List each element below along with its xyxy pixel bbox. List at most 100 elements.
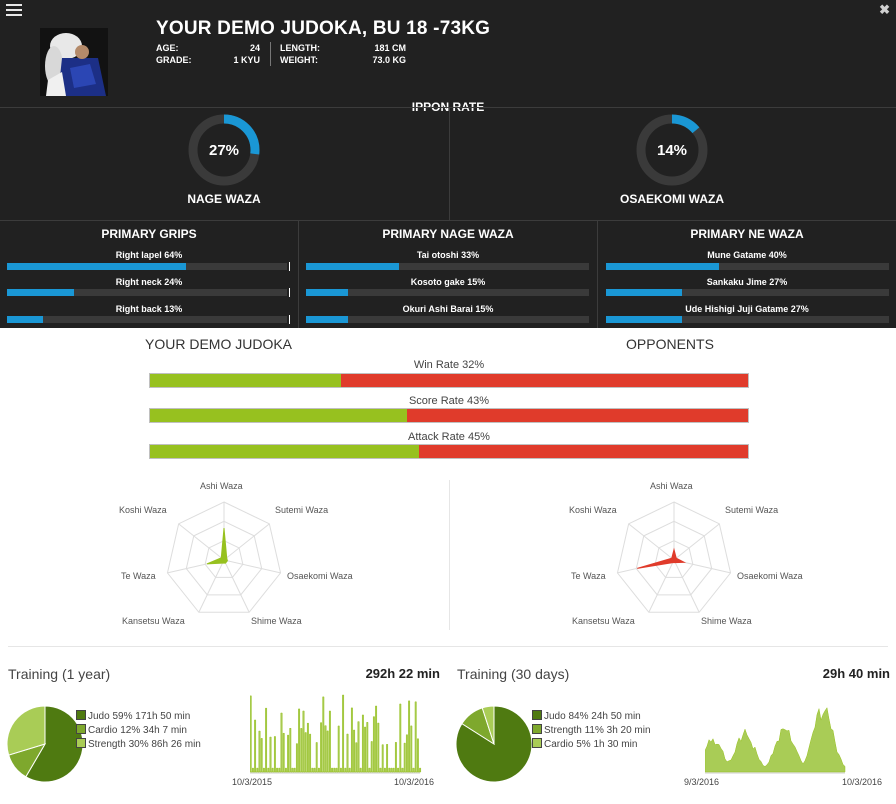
radar-spoke [648, 559, 675, 613]
osaekomi-waza-label: OSAEKOMI WAZA [620, 192, 724, 206]
pie-slice [481, 705, 495, 745]
ne-waza-bar [606, 263, 889, 270]
radar-axis-label: Ashi Waza [200, 481, 243, 491]
radar-axis-label: Koshi Waza [119, 505, 167, 515]
grade-label: GRADE: [156, 55, 192, 65]
divider [449, 107, 450, 220]
attack-rate-label: Attack Rate 45% [408, 431, 490, 443]
radar-axis-label: Osaekomi Waza [737, 571, 803, 581]
radar-axis-label: Kansetsu Waza [572, 616, 635, 626]
avatar [40, 28, 108, 96]
ne-waza-item-label: Sankaku Jime 27% [706, 277, 788, 287]
date-start: 9/3/2016 [684, 777, 720, 787]
radar-spoke [178, 523, 225, 561]
activity-area [250, 694, 422, 773]
radar-axis-label: Sutemi Waza [725, 505, 779, 515]
training-month-title: Training (30 days) [457, 666, 570, 682]
legend-item: Judo 59% 171h 50 min [76, 710, 190, 722]
weight-value: 73.0 KG [372, 55, 406, 65]
training-year-pie [6, 705, 84, 783]
primary-nage-waza-title: PRIMARY NAGE WAZA [382, 227, 514, 241]
legend-swatch [76, 738, 86, 748]
divider [449, 480, 450, 630]
radar-grid-ring [616, 501, 732, 613]
hamburger-menu-icon[interactable] [6, 4, 22, 17]
radar-axis-label: Ashi Waza [650, 481, 693, 491]
training-year-activity-chart [250, 694, 422, 774]
radar-grid-ring [635, 520, 713, 596]
ne-waza-item-label: Ude Hishigi Juji Gatame 27% [685, 304, 809, 314]
legend-label: Judo 59% 171h 50 min [88, 711, 191, 722]
age-label: AGE: [156, 43, 179, 53]
donut-arc [636, 114, 708, 186]
nage-waza-bar-fill [306, 316, 349, 323]
radar-spoke [223, 559, 281, 574]
grip-bar-fill [7, 263, 187, 270]
radar-axis-label: Shime Waza [251, 616, 302, 626]
nage-waza-item-label: Okuri Ashi Barai 15% [402, 304, 494, 314]
nage-waza-bar [306, 263, 589, 270]
training-month-total: 29h 40 min [822, 666, 890, 681]
legend-label: Cardio 12% 34h 7 min [88, 725, 187, 736]
ne-waza-bar-fill [606, 263, 720, 270]
legend-label: Cardio 5% 1h 30 min [544, 739, 638, 750]
legend-swatch [76, 724, 86, 734]
date-end: 10/3/2016 [842, 777, 883, 787]
close-icon[interactable]: ✖ [879, 2, 890, 17]
legend-item: Judo 84% 24h 50 min [532, 710, 641, 722]
ne-waza-bar-fill [606, 316, 683, 323]
score-rate-fill [150, 409, 408, 422]
score-rate-label: Score Rate 43% [408, 395, 490, 407]
tick-mark [289, 288, 290, 297]
ne-waza-bar [606, 316, 889, 323]
primary-grips-title: PRIMARY GRIPS [101, 227, 197, 241]
grip-label: Right neck 24% [115, 277, 183, 287]
divider [0, 107, 896, 108]
date-end: 10/3/2016 [394, 777, 435, 787]
training-month-pie [455, 705, 533, 783]
length-value: 181 CM [374, 43, 406, 53]
profile-header [0, 0, 896, 328]
grip-label: Right lapel 64% [115, 250, 183, 260]
divider [0, 220, 896, 221]
opponent-technique-radar [616, 501, 732, 613]
legend-swatch [532, 724, 542, 734]
activity-area [705, 707, 846, 773]
radar-axis-label: Sutemi Waza [275, 505, 329, 515]
radar-axis-label: Koshi Waza [569, 505, 617, 515]
radar-data-area [206, 528, 228, 565]
radar-grid-ring [185, 520, 263, 596]
nage-waza-bar [306, 289, 589, 296]
training-year-title: Training (1 year) [8, 666, 111, 682]
divider [597, 220, 598, 328]
score-rate-bar [149, 408, 749, 423]
date-start: 10/3/2015 [232, 777, 273, 787]
radar-spoke [673, 523, 720, 561]
osaekomi-waza-percent: 14% [656, 142, 688, 159]
legend-swatch [532, 738, 542, 748]
ne-waza-bar-fill [606, 289, 683, 296]
grade-value: 1 KYU [233, 55, 260, 65]
radar-spoke [198, 559, 225, 613]
legend-item: Strength 30% 86h 26 min [76, 738, 201, 750]
radar-grid-ring [654, 540, 694, 578]
grip-bar [7, 316, 287, 323]
legend-swatch [76, 710, 86, 720]
legend-item: Cardio 12% 34h 7 min [76, 724, 187, 736]
radar-spoke [223, 559, 250, 613]
legend-item: Strength 11% 3h 20 min [532, 724, 651, 736]
radar-axis-label: Osaekomi Waza [287, 571, 353, 581]
radar-axis-label: Te Waza [571, 571, 606, 581]
grip-bar-fill [7, 289, 75, 296]
pie-slice [6, 705, 46, 756]
nage-waza-donut [188, 114, 260, 186]
grip-bar-fill [7, 316, 44, 323]
legend-swatch [532, 710, 542, 720]
nage-waza-bar-fill [306, 289, 349, 296]
divider [8, 646, 888, 647]
ne-waza-item-label: Mune Gatame 40% [707, 250, 787, 260]
nage-waza-item-label: Tai otoshi 33% [416, 250, 480, 260]
donut-arc [188, 114, 260, 186]
length-label: LENGTH: [280, 43, 320, 53]
win-rate-fill [150, 374, 342, 387]
